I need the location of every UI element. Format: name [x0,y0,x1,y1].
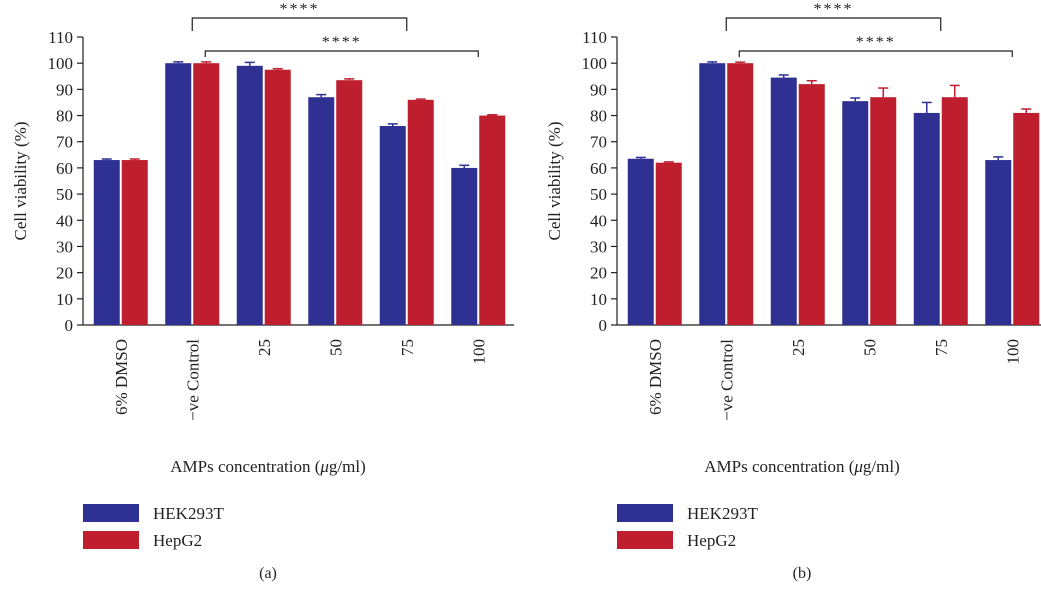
y-tick-label: 40 [56,211,73,230]
y-tick-label: 100 [582,54,608,73]
legend-swatch-hepg2 [617,531,673,549]
x-tick-label: 50 [326,339,345,356]
x-axis-label-part: AMPs concentration ( [704,457,854,476]
y-axis-label: Cell viability (%) [11,122,30,241]
bar-hepg2-3 [336,80,363,325]
significance-label: **** [280,1,320,18]
bar-hepg2-1 [193,63,220,325]
bar-hek293t-4 [913,112,940,325]
bar-hepg2-5 [1013,112,1040,325]
chart-panel-a: 0 10 20 30 40 50 60 70 80 90 100 110 Cell viability … [11,1,514,582]
x-tick-label: 25 [255,339,274,356]
y-tick-label: 100 [48,54,74,73]
x-axis-label-part: μ [319,457,329,476]
panel-label: (a) [259,565,277,582]
y-tick-label: 40 [590,211,607,230]
significance-bracket [204,50,479,57]
bar-hepg2-4 [407,99,434,325]
bar-hepg2-5 [479,115,506,325]
bar-hek293t-0 [627,158,654,325]
x-tick-label: −ve Control [183,339,202,421]
x-tick-label: 100 [1003,339,1022,365]
y-tick-label: 90 [56,80,73,99]
legend-label: HepG2 [153,531,202,550]
significance-bracket [738,50,1013,57]
bar-hepg2-2 [264,69,291,326]
x-tick-label: 75 [398,339,417,356]
x-tick-label: −ve Control [717,339,736,421]
significance-bracket [725,17,942,31]
bar-hek293t-4 [379,126,406,325]
bar-hepg2-3 [870,97,897,325]
legend-label: HEK293T [687,504,758,523]
legend: HEK293T HepG2 [83,504,224,550]
x-axis-label: AMPs concentration (μg/ml) [704,457,900,476]
y-tick-label: 50 [590,185,607,204]
legend-swatch-hek293t [83,504,139,522]
x-tick-label: 6% DMSO [646,339,665,415]
bar-hek293t-1 [699,63,726,325]
significance-label: **** [322,34,362,51]
bar-hepg2-0 [121,160,148,325]
y-tick-label: 0 [599,316,608,335]
bar-hepg2-2 [798,84,825,325]
bar-hepg2-0 [655,162,682,325]
bar-hek293t-3 [842,101,869,326]
x-axis-label: AMPs concentration (μg/ml) [170,457,366,476]
chart-panel-b: 0 10 20 30 40 50 60 70 80 90 100 110 Cell viability … [545,1,1041,582]
bar-hek293t-3 [308,97,335,325]
y-tick-label: 70 [590,133,607,152]
y-tick-label: 10 [56,290,73,309]
bar-hepg2-1 [727,63,754,325]
y-tick-label: 60 [590,159,607,178]
legend-swatch-hek293t [617,504,673,522]
y-tick-label: 30 [590,237,607,256]
x-tick-label: 50 [860,339,879,356]
significance-label: **** [856,34,896,51]
x-tick-label: 75 [932,339,951,356]
legend: HEK293T HepG2 [617,504,758,550]
y-tick-label: 110 [48,28,73,47]
legend-label: HEK293T [153,504,224,523]
y-tick-label: 90 [590,80,607,99]
panel-label: (b) [793,565,812,582]
bar-hek293t-2 [770,77,797,325]
legend-swatch-hepg2 [83,531,139,549]
y-tick-label: 110 [582,28,607,47]
y-tick-label: 50 [56,185,73,204]
bar-hek293t-2 [236,65,263,326]
y-tick-label: 30 [56,237,73,256]
x-axis-label-part: AMPs concentration ( [170,457,320,476]
x-axis-label-part: μ [853,457,863,476]
bar-hek293t-5 [451,167,478,325]
x-axis-label-part: g/ml) [863,457,900,476]
bar-hek293t-5 [985,160,1012,325]
y-tick-label: 10 [590,290,607,309]
y-tick-label: 80 [590,107,607,126]
significance-bracket [191,17,408,31]
x-tick-label: 25 [789,339,808,356]
y-tick-label: 60 [56,159,73,178]
y-tick-label: 80 [56,107,73,126]
y-tick-label: 20 [56,264,73,283]
y-tick-label: 70 [56,133,73,152]
x-tick-label: 100 [469,339,488,365]
y-tick-label: 20 [590,264,607,283]
bar-hepg2-4 [941,97,968,325]
bar-hek293t-1 [165,63,192,325]
legend-label: HepG2 [687,531,736,550]
bar-hek293t-0 [93,160,120,325]
y-axis-label: Cell viability (%) [545,122,564,241]
significance-label: **** [814,1,854,18]
x-axis-label-part: g/ml) [329,457,366,476]
y-tick-label: 0 [65,316,74,335]
x-tick-label: 6% DMSO [112,339,131,415]
